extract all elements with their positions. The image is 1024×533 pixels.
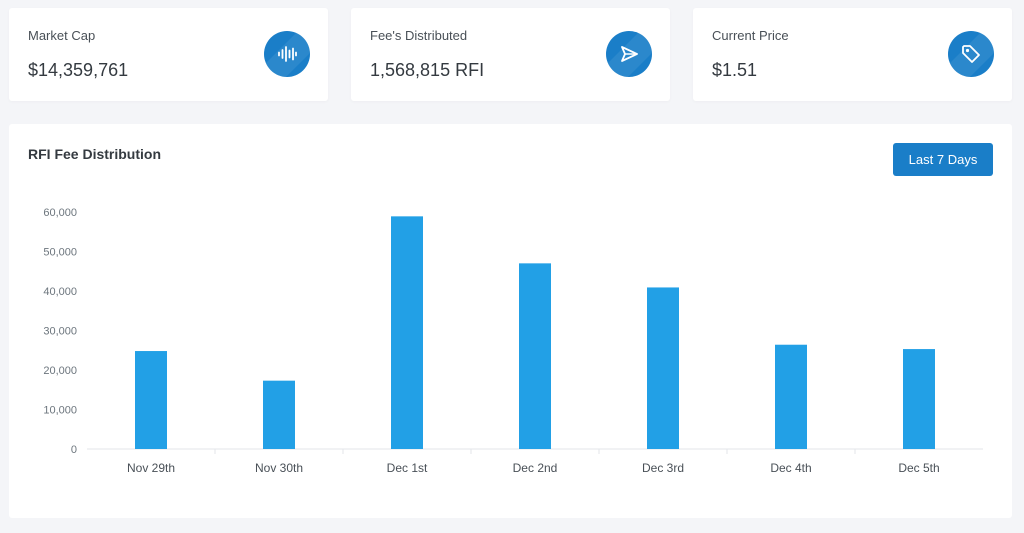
fee-distribution-card: RFI Fee Distribution Last 7 Days 0 10,000…: [9, 124, 1012, 518]
y-tick-label: 60,000: [43, 207, 77, 219]
x-tick-label: Nov 29th: [127, 461, 175, 475]
bar-chart: 0 10,000 20,000 30,000 40,000 50,000 60,000 Nov…: [43, 207, 983, 475]
x-tick-label: Dec 3rd: [642, 461, 684, 475]
send-icon: [606, 31, 652, 77]
bar-4[interactable]: [647, 287, 679, 449]
current-price-value: $1.51: [712, 60, 758, 80]
y-tick-label: 20,000: [43, 365, 77, 377]
y-tick-label: 10,000: [43, 405, 77, 417]
current-price-label: Current Price: [712, 28, 789, 43]
chart-title: RFI Fee Distribution: [28, 146, 161, 162]
x-tick-label: Nov 30th: [255, 461, 303, 475]
y-tick-label: 30,000: [43, 326, 77, 338]
fees-distributed-value: 1,568,815 RFI: [370, 60, 485, 80]
y-tick-label: 40,000: [43, 286, 77, 298]
bar-1[interactable]: [263, 380, 295, 449]
x-tick-label: Dec 4th: [770, 461, 811, 475]
bar-0[interactable]: [135, 351, 167, 449]
bar-3[interactable]: [519, 263, 551, 449]
fees-distributed-label: Fee's Distributed: [370, 28, 468, 43]
x-tick-label: Dec 1st: [387, 461, 428, 475]
tag-icon: [948, 31, 994, 77]
y-tick-label: 50,000: [43, 247, 77, 259]
current-price-card: Current Price $1.51: [693, 8, 1012, 101]
x-tick-label: Dec 5th: [898, 461, 939, 475]
bar-2[interactable]: [391, 216, 423, 449]
y-tick-label: 0: [71, 444, 77, 456]
fees-distributed-card: Fee's Distributed 1,568,815 RFI: [351, 8, 670, 101]
bar-6[interactable]: [903, 349, 935, 449]
market-cap-value: $14,359,761: [28, 60, 129, 80]
x-tick-label: Dec 2nd: [513, 461, 558, 475]
last-7-days-button[interactable]: Last 7 Days: [893, 143, 993, 176]
market-cap-card: Market Cap $14,359,761: [9, 8, 328, 101]
bar-5[interactable]: [775, 344, 807, 449]
market-cap-label: Market Cap: [28, 28, 96, 43]
waveform-icon: [264, 31, 310, 77]
